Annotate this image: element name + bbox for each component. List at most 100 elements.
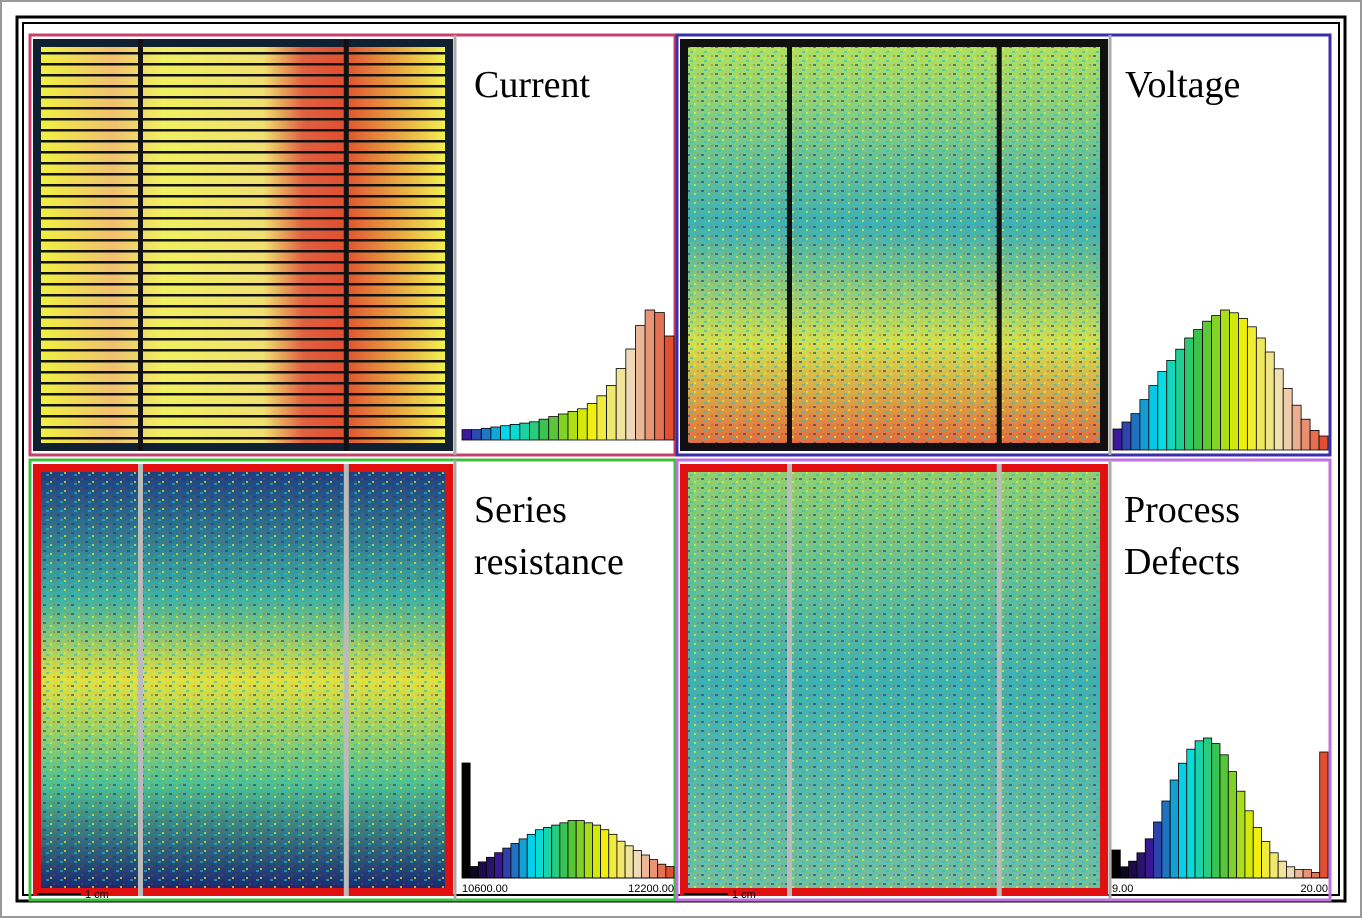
histogram-bar [535, 830, 543, 878]
histogram-bar [1212, 744, 1220, 878]
scale-bar-label: 1 cm [85, 889, 109, 901]
histogram-bar [1113, 429, 1122, 450]
histogram-bar [1238, 318, 1247, 450]
histogram-bar [1131, 414, 1140, 450]
histogram-bar [1122, 422, 1131, 450]
histogram-bar [462, 763, 470, 878]
histogram-bar [607, 385, 617, 440]
busbar [344, 39, 349, 451]
histogram-bar [472, 430, 482, 440]
panel-label: Defects [1124, 541, 1240, 583]
busbar [344, 464, 349, 896]
hist-max-label: 12200.00 [628, 883, 674, 895]
histogram-bar [1262, 842, 1270, 878]
histogram-bar [491, 427, 501, 440]
histogram-bar [568, 411, 578, 440]
histogram-bar [1221, 310, 1230, 450]
histogram-bar [609, 834, 617, 878]
histogram-bar [625, 846, 633, 878]
map-texture [41, 47, 445, 443]
histogram-bar [1154, 822, 1162, 878]
histogram-bar [1162, 801, 1170, 878]
histogram-bar [1283, 388, 1292, 450]
histogram-bar [568, 821, 576, 879]
histogram-bar [1120, 867, 1128, 878]
histogram-bar [592, 825, 600, 878]
panel-label: Current [474, 64, 591, 106]
histogram-bar [664, 336, 674, 440]
histogram-bar [1278, 861, 1286, 878]
histogram-bar [617, 841, 625, 878]
histogram-bar [650, 860, 658, 878]
histogram-bar [1256, 338, 1265, 450]
histogram-bar [558, 414, 568, 440]
histogram-bar [635, 326, 645, 440]
histogram-bar [658, 864, 666, 878]
histogram-bar [478, 862, 486, 878]
histogram-bar [1229, 313, 1238, 450]
histogram-bar [1112, 850, 1120, 878]
busbar [138, 39, 143, 451]
map-texture [688, 47, 1100, 443]
histogram-bar [1301, 419, 1310, 450]
histogram-bar [1137, 853, 1145, 878]
histogram-bar [1149, 386, 1158, 450]
map-texture [688, 472, 1100, 888]
busbar [787, 464, 792, 896]
histogram-bar [1295, 870, 1303, 878]
histogram-bar [503, 848, 511, 878]
histogram-bar [597, 396, 607, 440]
histogram-bar [1212, 316, 1221, 450]
histogram-bar [1237, 791, 1245, 878]
histogram-bar [666, 867, 674, 879]
panel-label: Process [1124, 489, 1240, 531]
histogram-bar [1140, 400, 1149, 450]
histogram-bar [1194, 330, 1203, 450]
histogram-bar [481, 428, 491, 440]
histogram-bar [501, 426, 511, 440]
busbar [997, 39, 1002, 451]
histogram-bar [1311, 872, 1319, 878]
histogram-bar [552, 825, 560, 878]
histogram-bar [1253, 828, 1261, 878]
histogram-bar [1187, 749, 1195, 878]
histogram-bar [626, 349, 636, 440]
histogram-bar [576, 821, 584, 879]
histogram-bar [1145, 839, 1153, 878]
histogram-bar [578, 409, 588, 440]
histogram-bar [510, 424, 520, 440]
histogram-bar [1170, 780, 1178, 878]
histogram-bar [616, 369, 626, 441]
histogram-bar [584, 823, 592, 878]
histogram-bar [1129, 861, 1137, 878]
histogram-bar [655, 313, 665, 440]
histogram-bar [486, 857, 494, 878]
histogram-bar [539, 419, 549, 440]
histogram-bar [1185, 338, 1194, 450]
histogram-bar [519, 839, 527, 878]
histogram-bar [1167, 360, 1176, 450]
histogram-bar [1310, 430, 1319, 450]
histogram-bar [1319, 436, 1328, 450]
histogram-bar [1303, 870, 1311, 878]
figure: CurrentVoltageSeriesresistance10600.0012… [0, 0, 1362, 918]
histogram-bar [1220, 755, 1228, 878]
histogram-bar [544, 827, 552, 878]
page: CurrentVoltageSeriesresistance10600.0012… [0, 0, 1362, 918]
histogram-bar [462, 430, 472, 440]
histogram-bar [1270, 853, 1278, 878]
hist-min-label: 9.00 [1112, 883, 1133, 895]
histogram-bar [495, 853, 503, 878]
histogram-bar [1228, 772, 1236, 878]
busbar [138, 464, 143, 896]
hist-min-label: 10600.00 [462, 883, 508, 895]
histogram-bar [1274, 369, 1283, 450]
map-texture [41, 472, 445, 888]
histogram-bar [1286, 867, 1294, 878]
histogram-bar [520, 423, 530, 440]
histogram-bar [1203, 321, 1212, 450]
histogram-bar [1265, 352, 1274, 450]
histogram-bar [1158, 372, 1167, 450]
histogram-bar [549, 417, 559, 440]
scale-bar-label: 1 cm [732, 889, 756, 901]
